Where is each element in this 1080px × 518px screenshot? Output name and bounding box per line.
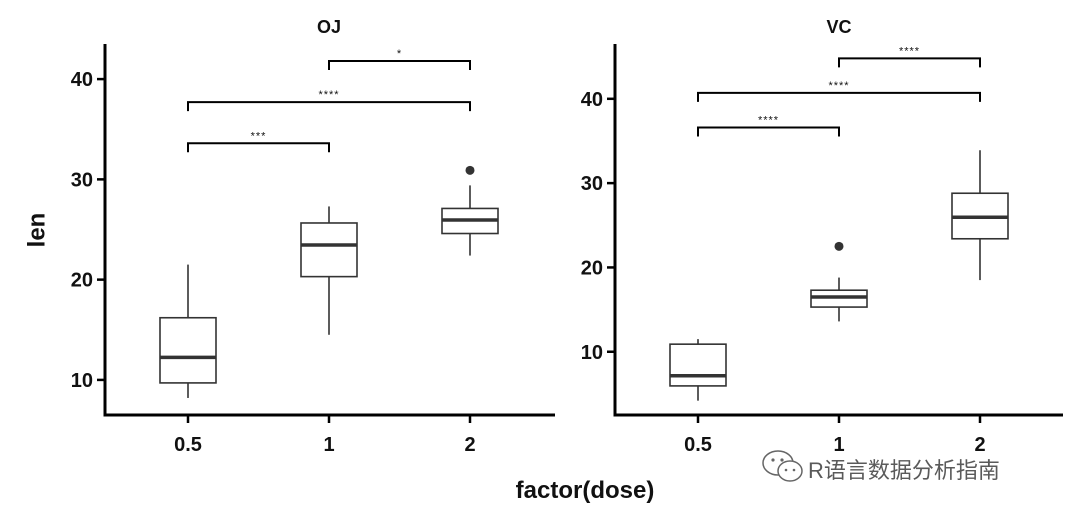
significance-label: **** bbox=[899, 45, 920, 57]
vc-y-tick-label: 20 bbox=[581, 257, 603, 279]
outlier-point bbox=[834, 241, 844, 251]
oj-x-tick-label: 2 bbox=[464, 434, 475, 456]
significance-label: * bbox=[397, 48, 402, 60]
oj-box-1 bbox=[300, 206, 358, 335]
watermark-text: R语言数据分析指南 bbox=[808, 458, 1000, 483]
oj-x-tick-label: 0.5 bbox=[174, 434, 202, 456]
vc-x-tick-label: 0.5 bbox=[684, 434, 712, 456]
vc-y-tick-label: 30 bbox=[581, 173, 603, 195]
oj-box-2 bbox=[441, 165, 499, 256]
oj-box-0_5 bbox=[159, 264, 217, 398]
comparison-bracket bbox=[187, 101, 471, 112]
vc-y-tick-label: 40 bbox=[581, 89, 603, 111]
oj-x-tick-label: 1 bbox=[323, 434, 334, 456]
comparison-bracket bbox=[697, 126, 840, 137]
vc-y-tick-label: 10 bbox=[581, 342, 603, 364]
vc-x-tick-label: 1 bbox=[833, 434, 844, 456]
comparison-bracket bbox=[838, 57, 981, 68]
wechat-icon bbox=[762, 450, 803, 482]
box-iqr bbox=[159, 316, 217, 384]
significance-label: **** bbox=[828, 80, 849, 92]
oj-comparison-0_5-1: *** bbox=[187, 130, 330, 153]
vc-comparison-0_5-1: **** bbox=[697, 114, 840, 137]
oj-comparison-1-2: * bbox=[328, 48, 471, 71]
comparison-bracket bbox=[187, 142, 330, 153]
vc-box-1 bbox=[810, 241, 868, 322]
box-iqr bbox=[669, 343, 727, 387]
oj-y-tick-label: 30 bbox=[71, 169, 93, 191]
y-axis-label: len bbox=[23, 213, 50, 248]
comparison-bracket bbox=[697, 91, 981, 102]
comparison-bracket bbox=[328, 60, 471, 71]
oj-y-tick-label: 40 bbox=[71, 69, 93, 91]
vc-comparison-1-2: **** bbox=[838, 45, 981, 68]
vc-box-0_5 bbox=[669, 339, 727, 401]
panel-vc: VC 10 20 30 40 0.5 1 2 **** **** **** bbox=[581, 17, 1063, 456]
watermark: R语言数据分析指南 bbox=[762, 450, 1000, 483]
significance-label: **** bbox=[318, 89, 339, 101]
x-axis-label: factor(dose) bbox=[516, 477, 655, 504]
vc-box-2 bbox=[951, 150, 1009, 281]
oj-y-tick-label: 10 bbox=[71, 370, 93, 392]
significance-label: *** bbox=[251, 130, 267, 142]
vc-comparison-0_5-2: **** bbox=[697, 80, 981, 102]
significance-label: **** bbox=[758, 114, 779, 126]
vc-panel-title: VC bbox=[826, 17, 851, 37]
oj-comparison-0_5-2: **** bbox=[187, 89, 471, 112]
oj-y-tick-label: 20 bbox=[71, 270, 93, 292]
outlier-point bbox=[465, 165, 475, 175]
box-iqr bbox=[300, 222, 358, 278]
oj-panel-title: OJ bbox=[317, 17, 341, 37]
vc-x-tick-label: 2 bbox=[974, 434, 985, 456]
